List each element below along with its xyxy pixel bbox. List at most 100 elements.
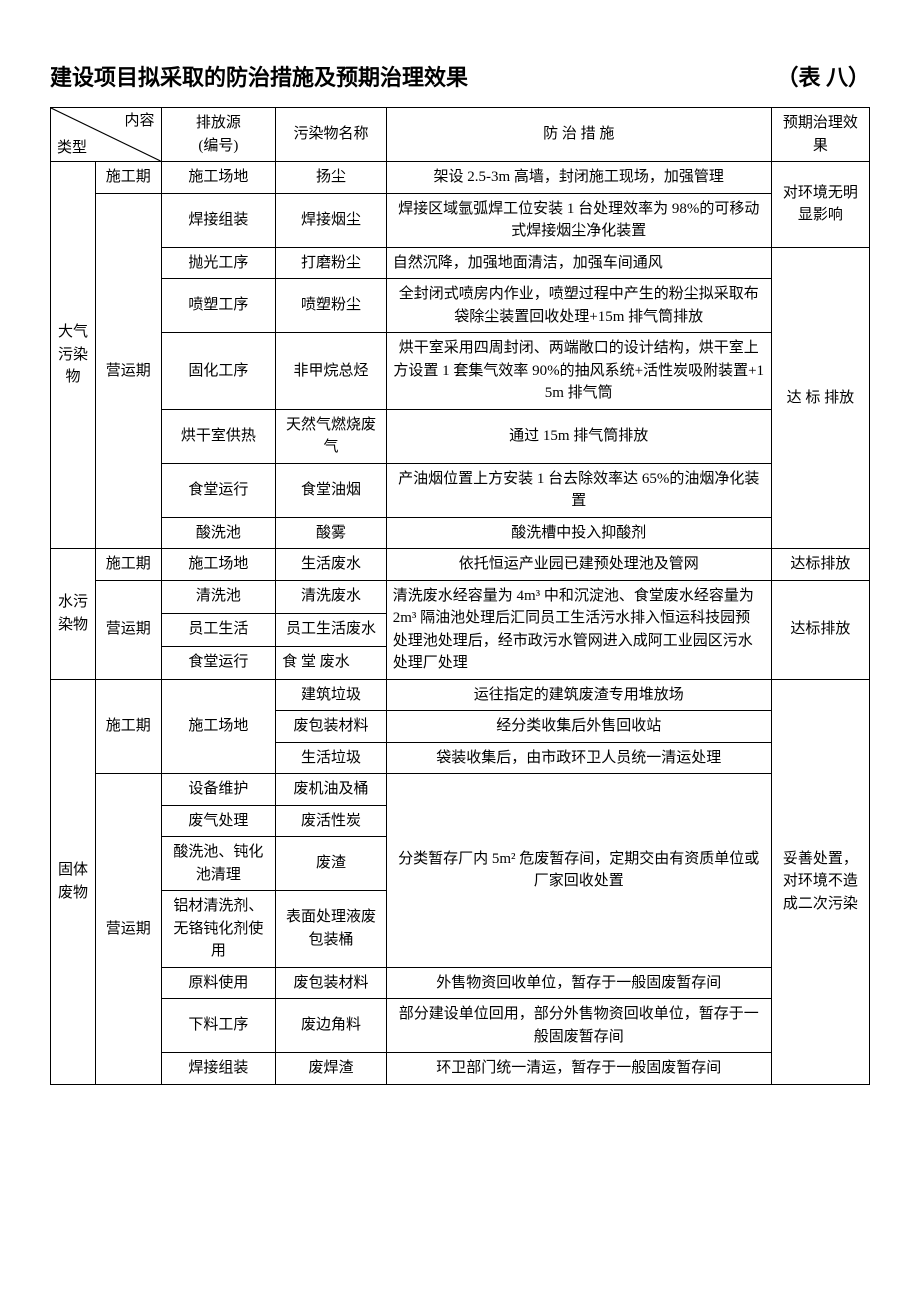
cell: 通过 15m 排气筒排放 <box>386 409 771 463</box>
cell: 外售物资回收单位，暂存于一般固废暂存间 <box>386 967 771 999</box>
cell: 施工场地 <box>161 162 276 194</box>
cell: 袋装收集后，由市政环卫人员统一清运处理 <box>386 742 771 774</box>
cell: 清洗废水 <box>276 580 387 613</box>
table-row: 焊接组装 废焊渣 环卫部门统一清运，暂存于一般固废暂存间 <box>51 1053 870 1085</box>
phase-label: 营运期 <box>96 193 162 549</box>
cell: 运往指定的建筑废渣专用堆放场 <box>386 679 771 711</box>
cell: 下料工序 <box>161 999 276 1053</box>
table-row: 水污染物 施工期 施工场地 生活废水 依托恒运产业园已建预处理池及管网 达标排放 <box>51 549 870 581</box>
effect-cell: 妥善处置，对环境不造成二次污染 <box>771 679 869 1084</box>
cell: 分类暂存厂内 5m² 危废暂存间，定期交由有资质单位或厂家回收处置 <box>386 774 771 968</box>
cell: 食堂油烟 <box>276 463 387 517</box>
header-measure: 防 治 措 施 <box>386 108 771 162</box>
cell: 建筑垃圾 <box>276 679 387 711</box>
cell: 产油烟位置上方安装 1 台去除效率达 65%的油烟净化装置 <box>386 463 771 517</box>
effect-cell: 对环境无明显影响 <box>771 162 869 248</box>
cell: 焊接烟尘 <box>276 193 387 247</box>
cell: 非甲烷总烃 <box>276 333 387 410</box>
cell: 设备维护 <box>161 774 276 806</box>
cell: 酸雾 <box>276 517 387 549</box>
table-row: 酸洗池 酸雾 酸洗槽中投入抑酸剂 <box>51 517 870 549</box>
table-row: 营运期 清洗池 清洗废水 清洗废水经容量为 4m³ 中和沉淀池、食堂废水经容量为… <box>51 580 870 613</box>
cell: 废边角料 <box>276 999 387 1053</box>
phase-label: 施工期 <box>96 549 162 581</box>
table-row: 食堂运行 食堂油烟 产油烟位置上方安装 1 台去除效率达 65%的油烟净化装置 <box>51 463 870 517</box>
title-text: 建设项目拟采取的防治措施及预期治理效果 <box>50 60 468 92</box>
cell: 废活性炭 <box>276 805 387 837</box>
header-pollutant: 污染物名称 <box>276 108 387 162</box>
phase-label: 营运期 <box>96 580 162 679</box>
cell: 喷塑粉尘 <box>276 279 387 333</box>
cell: 废气处理 <box>161 805 276 837</box>
cell: 扬尘 <box>276 162 387 194</box>
cell: 施工场地 <box>161 549 276 581</box>
header-diag: 内容 类型 <box>51 108 162 162</box>
cell: 全封闭式喷房内作业，喷塑过程中产生的粉尘拟采取布袋除尘装置回收处理+15m 排气… <box>386 279 771 333</box>
phase-label: 营运期 <box>96 774 162 1085</box>
cell: 废包装材料 <box>276 711 387 743</box>
phase-label: 施工期 <box>96 679 162 774</box>
cell: 抛光工序 <box>161 247 276 279</box>
table-row: 原料使用 废包装材料 外售物资回收单位，暂存于一般固废暂存间 <box>51 967 870 999</box>
cell: 焊接组装 <box>161 1053 276 1085</box>
effect-cell: 达标排放 <box>771 549 869 581</box>
effect-cell: 达标排放 <box>771 580 869 679</box>
page-title: 建设项目拟采取的防治措施及预期治理效果 （表 八） <box>50 60 870 92</box>
effect-cell: 达 标 排放 <box>771 247 869 549</box>
cell: 施工场地 <box>161 679 276 774</box>
cell: 烘干室供热 <box>161 409 276 463</box>
table-row: 营运期 设备维护 废机油及桶 分类暂存厂内 5m² 危废暂存间，定期交由有资质单… <box>51 774 870 806</box>
cell: 废焊渣 <box>276 1053 387 1085</box>
cell: 废包装材料 <box>276 967 387 999</box>
cell: 焊接区域氩弧焊工位安装 1 台处理效率为 98%的可移动式焊接烟尘净化装置 <box>386 193 771 247</box>
cell: 自然沉降，加强地面清洁，加强车间通风 <box>386 247 771 279</box>
cell: 表面处理液废包装桶 <box>276 891 387 968</box>
table-row: 烘干室供热 天然气燃烧废气 通过 15m 排气筒排放 <box>51 409 870 463</box>
table-row: 固体废物 施工期 施工场地 建筑垃圾 运往指定的建筑废渣专用堆放场 妥善处置，对… <box>51 679 870 711</box>
main-table: 内容 类型 排放源(编号) 污染物名称 防 治 措 施 预期治理效果 大气污染物… <box>50 107 870 1085</box>
cell: 员工生活 <box>161 613 276 646</box>
cell: 食堂运行 <box>161 463 276 517</box>
table-number: （表 八） <box>776 60 870 92</box>
cell: 酸洗槽中投入抑酸剂 <box>386 517 771 549</box>
table-row: 抛光工序 打磨粉尘 自然沉降，加强地面清洁，加强车间通风 达 标 排放 <box>51 247 870 279</box>
cell: 员工生活废水 <box>276 613 387 646</box>
diag-bottom: 类型 <box>57 137 87 160</box>
cat-solid: 固体废物 <box>51 679 96 1084</box>
header-source: 排放源(编号) <box>161 108 276 162</box>
phase-label: 施工期 <box>96 162 162 194</box>
header-row: 内容 类型 排放源(编号) 污染物名称 防 治 措 施 预期治理效果 <box>51 108 870 162</box>
table-row: 大气污染物 施工期 施工场地 扬尘 架设 2.5-3m 高墙，封闭施工现场，加强… <box>51 162 870 194</box>
cell: 天然气燃烧废气 <box>276 409 387 463</box>
cell: 清洗废水经容量为 4m³ 中和沉淀池、食堂废水经容量为 2m³ 隔油池处理后汇同… <box>386 580 771 679</box>
table-row: 营运期 焊接组装 焊接烟尘 焊接区域氩弧焊工位安装 1 台处理效率为 98%的可… <box>51 193 870 247</box>
cell: 食堂运行 <box>161 646 276 679</box>
cell: 烘干室采用四周封闭、两端敞口的设计结构，烘干室上方设置 1 套集气效率 90%的… <box>386 333 771 410</box>
header-effect: 预期治理效果 <box>771 108 869 162</box>
cell: 喷塑工序 <box>161 279 276 333</box>
cell: 经分类收集后外售回收站 <box>386 711 771 743</box>
cell: 酸洗池 <box>161 517 276 549</box>
cell: 固化工序 <box>161 333 276 410</box>
cell: 酸洗池、钝化池清理 <box>161 837 276 891</box>
cat-water: 水污染物 <box>51 549 96 680</box>
cell: 生活垃圾 <box>276 742 387 774</box>
cell: 焊接组装 <box>161 193 276 247</box>
cell: 架设 2.5-3m 高墙，封闭施工现场，加强管理 <box>386 162 771 194</box>
table-row: 下料工序 废边角料 部分建设单位回用，部分外售物资回收单位，暂存于一般固废暂存间 <box>51 999 870 1053</box>
cell: 生活废水 <box>276 549 387 581</box>
cell: 依托恒运产业园已建预处理池及管网 <box>386 549 771 581</box>
table-row: 喷塑工序 喷塑粉尘 全封闭式喷房内作业，喷塑过程中产生的粉尘拟采取布袋除尘装置回… <box>51 279 870 333</box>
cell: 环卫部门统一清运，暂存于一般固废暂存间 <box>386 1053 771 1085</box>
cell: 食 堂 废水 <box>276 646 387 679</box>
cell: 部分建设单位回用，部分外售物资回收单位，暂存于一般固废暂存间 <box>386 999 771 1053</box>
cell: 废渣 <box>276 837 387 891</box>
cell: 清洗池 <box>161 580 276 613</box>
cell: 打磨粉尘 <box>276 247 387 279</box>
diag-top: 内容 <box>125 110 155 133</box>
cell: 铝材清洗剂、无铬钝化剂使用 <box>161 891 276 968</box>
table-row: 固化工序 非甲烷总烃 烘干室采用四周封闭、两端敞口的设计结构，烘干室上方设置 1… <box>51 333 870 410</box>
cell: 废机油及桶 <box>276 774 387 806</box>
cell: 原料使用 <box>161 967 276 999</box>
cat-air: 大气污染物 <box>51 162 96 549</box>
